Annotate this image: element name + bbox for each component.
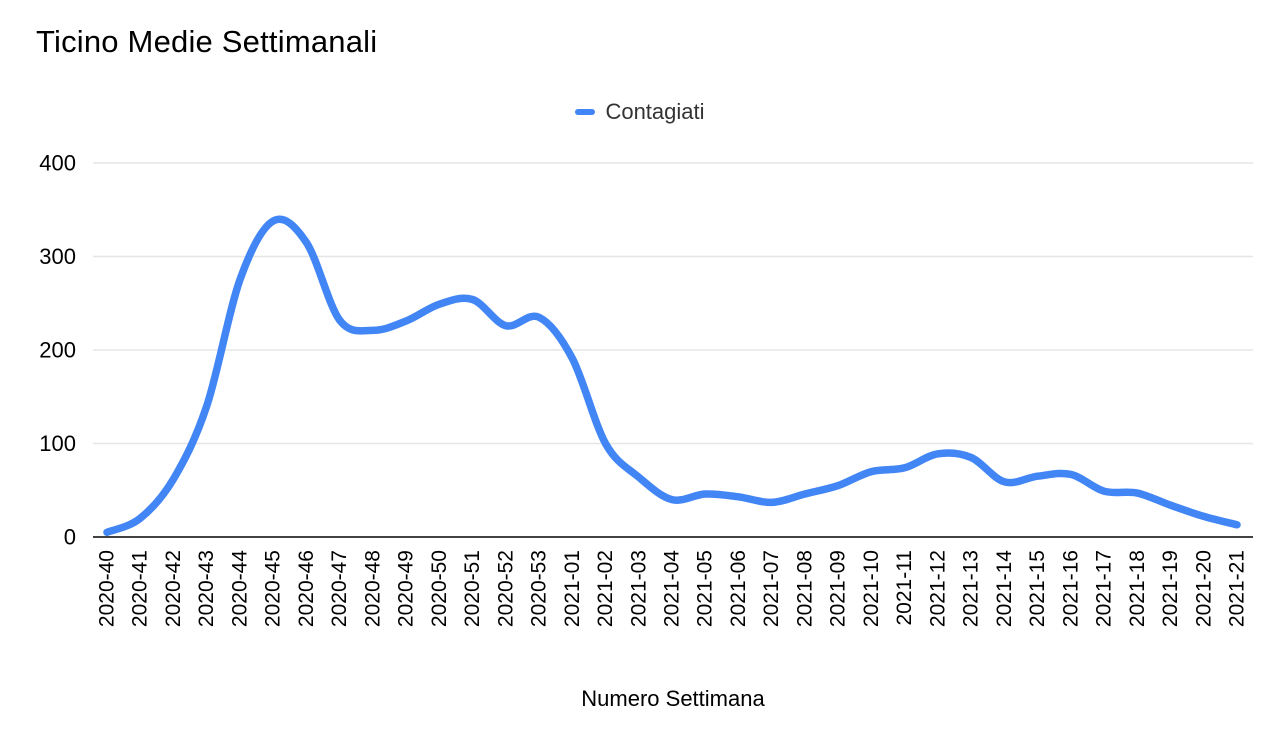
legend-label: Contagiati — [605, 99, 705, 124]
x-tick-label: 2021-21 — [1226, 550, 1249, 627]
x-tick-label: 2020-46 — [295, 550, 318, 627]
x-tick-label: 2021-10 — [860, 550, 883, 627]
x-tick-label: 2020-42 — [162, 550, 185, 627]
x-tick-label: 2021-18 — [1126, 550, 1149, 627]
x-tick-label: 2021-15 — [1026, 550, 1049, 627]
y-tick-label: 100 — [39, 431, 76, 456]
x-tick-label: 2020-41 — [129, 550, 152, 627]
x-tick-label: 2020-40 — [96, 550, 119, 627]
x-tick-label: 2020-43 — [195, 550, 218, 627]
legend: Contagiati — [0, 98, 1280, 126]
x-tick-label: 2020-52 — [494, 550, 517, 627]
x-tick-label: 2020-47 — [328, 550, 351, 627]
x-tick-label: 2021-20 — [1192, 550, 1215, 627]
x-tick-label: 2020-49 — [395, 550, 418, 627]
x-tick-label: 2020-51 — [461, 550, 484, 627]
x-axis-title: Numero Settimana — [581, 686, 765, 711]
x-tick-label: 2021-12 — [926, 550, 949, 627]
y-tick-label: 300 — [39, 244, 76, 269]
x-tick-label: 2021-06 — [727, 550, 750, 627]
y-tick-label: 0 — [64, 525, 76, 550]
x-tick-label: 2021-19 — [1159, 550, 1182, 627]
x-tick-label: 2021-11 — [893, 550, 916, 626]
x-tick-label: 2021-01 — [561, 550, 584, 627]
x-tick-label: 2021-14 — [993, 550, 1016, 627]
x-tick-label: 2021-13 — [960, 550, 983, 627]
series-line-contagiati — [103, 215, 1241, 537]
y-tick-label: 200 — [39, 338, 76, 363]
chart-title: Ticino Medie Settimanali — [36, 24, 378, 59]
x-tick-label: 2020-48 — [361, 550, 384, 627]
legend-swatch-icon — [575, 109, 596, 115]
x-tick-label: 2021-17 — [1093, 550, 1116, 627]
x-tick-label: 2021-07 — [760, 550, 783, 627]
x-tick-label: 2021-08 — [793, 550, 816, 627]
x-tick-label: 2020-50 — [428, 550, 451, 627]
legend-item-contagiati[interactable]: Contagiati — [575, 99, 705, 125]
x-tick-label: 2020-44 — [228, 550, 251, 627]
x-tick-label: 2020-53 — [528, 550, 551, 627]
x-tick-label: 2021-09 — [827, 550, 850, 627]
x-tick-label: 2020-45 — [262, 550, 285, 627]
x-tick-label: 2021-05 — [694, 550, 717, 627]
x-tick-label: 2021-03 — [627, 550, 650, 627]
x-tick-label: 2021-02 — [594, 550, 617, 627]
y-tick-label: 400 — [39, 151, 76, 176]
x-tick-label: 2021-04 — [661, 550, 684, 627]
x-tick-label: 2021-16 — [1059, 550, 1082, 627]
